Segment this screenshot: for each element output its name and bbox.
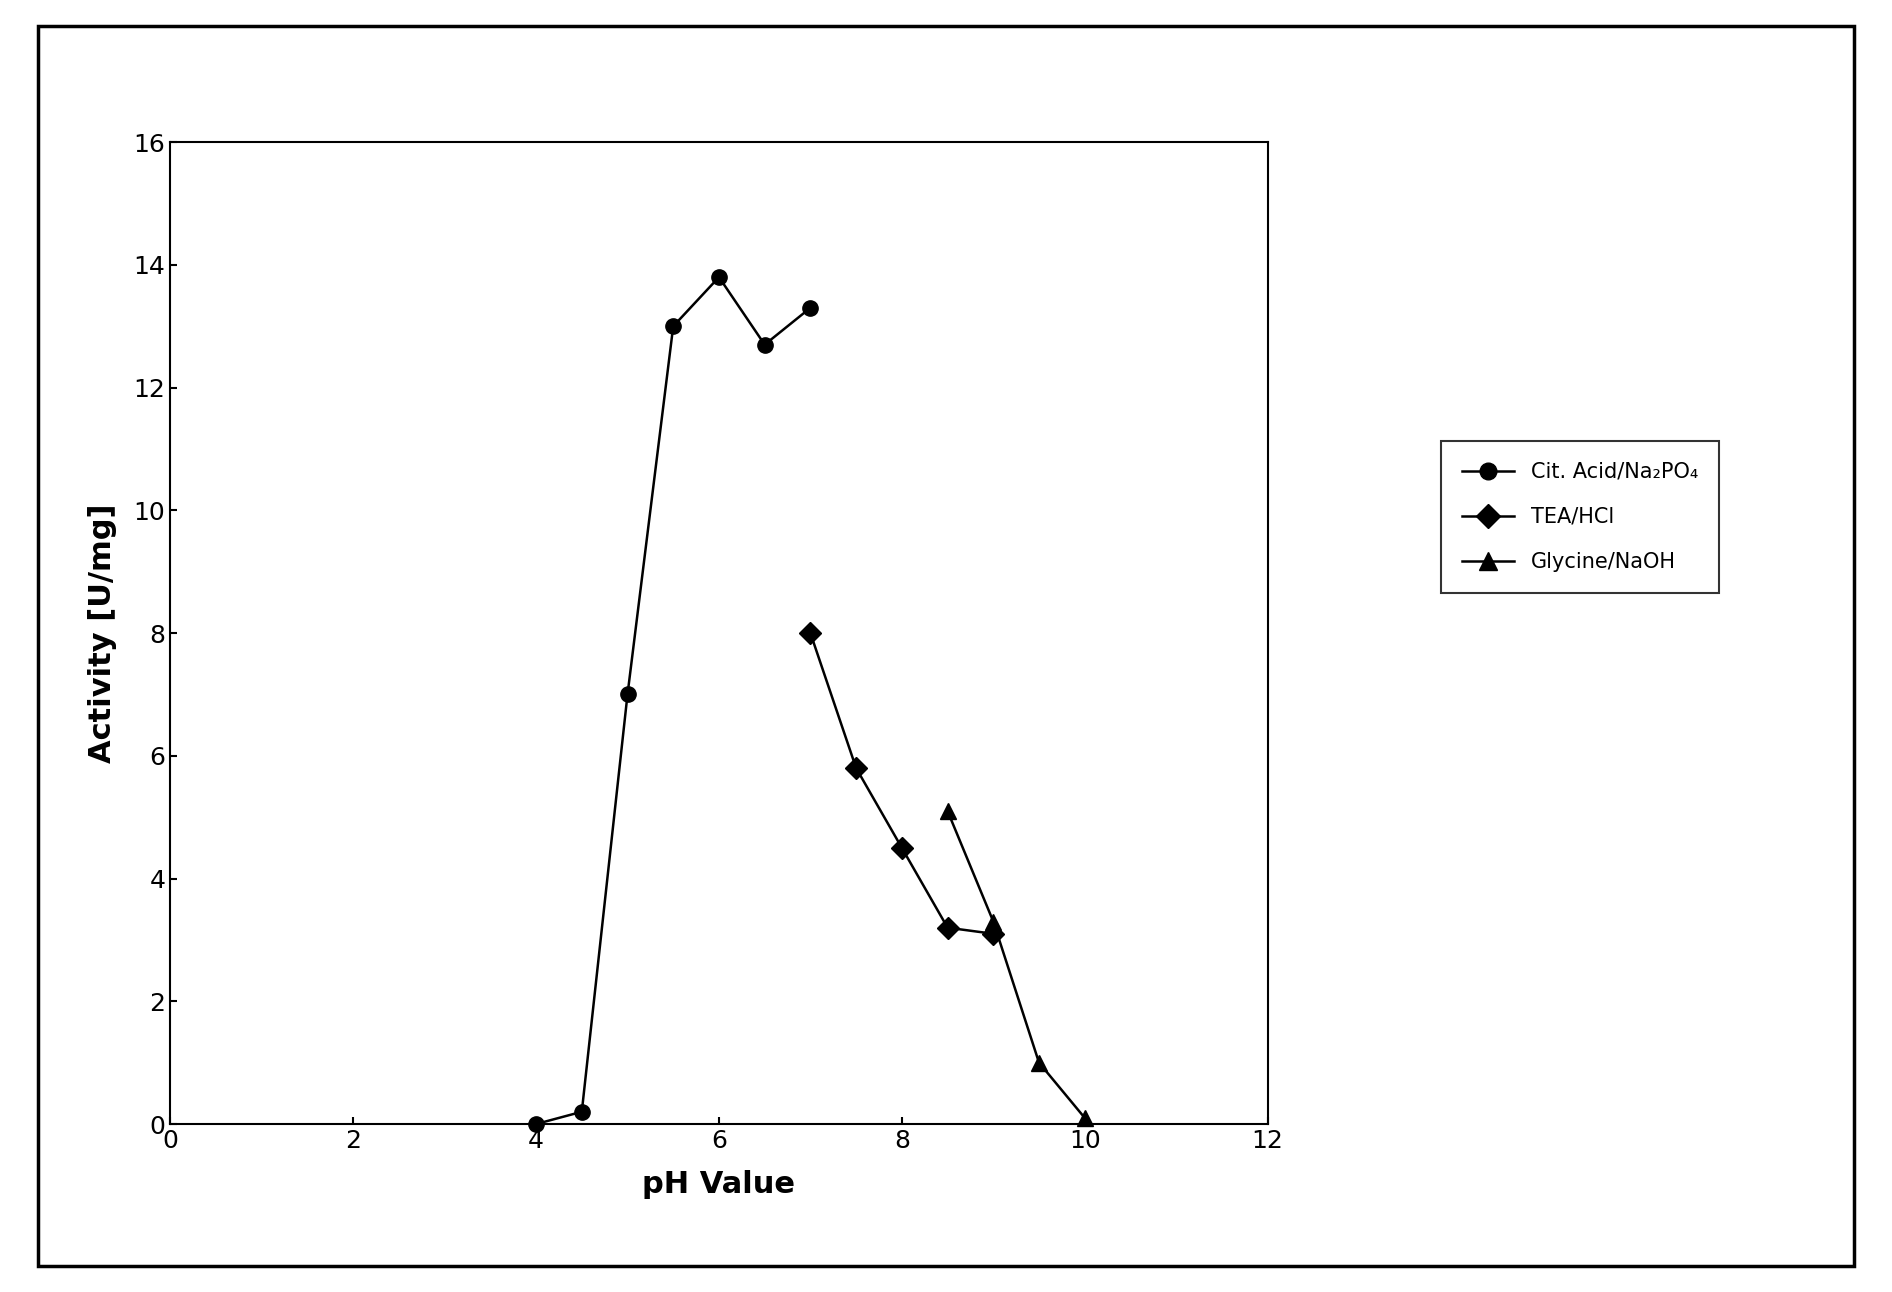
Legend: Cit. Acid/Na₂PO₄, TEA/HCl, Glycine/NaOH: Cit. Acid/Na₂PO₄, TEA/HCl, Glycine/NaOH [1442,441,1718,593]
X-axis label: pH Value: pH Value [643,1169,795,1199]
Y-axis label: Activity [U/mg]: Activity [U/mg] [87,504,117,762]
